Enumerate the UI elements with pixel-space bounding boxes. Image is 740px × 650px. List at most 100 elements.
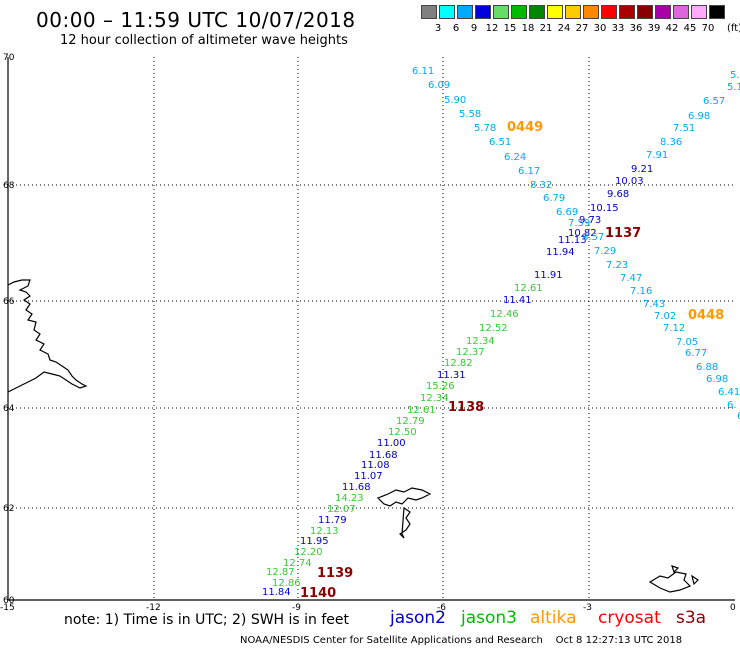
pass-time-label: 1139 — [317, 566, 353, 581]
swh-value: 11.08 — [361, 460, 390, 471]
swh-value: 12.61 — [514, 283, 543, 294]
scale-swatch — [457, 5, 473, 19]
scale-label: 12 — [485, 23, 499, 34]
graticule — [8, 57, 735, 600]
swh-value: 10.03 — [615, 176, 644, 187]
pass-time-label: 0448 — [688, 308, 724, 323]
scale-swatch — [673, 5, 689, 19]
pass-time-label: 1137 — [605, 226, 641, 241]
lon-label-minus15: -15 — [0, 603, 15, 613]
swh-value: 12.34 — [466, 336, 495, 347]
swh-value: 11.13 — [558, 235, 587, 246]
swh-value: 11.95 — [300, 536, 329, 547]
scale-label: 70 — [701, 23, 715, 34]
swh-value: 7.47 — [620, 273, 642, 284]
scale-swatch — [619, 5, 635, 19]
lat-label-66: 66 — [3, 297, 15, 307]
swh-value: 7.05 — [676, 337, 698, 348]
swh-value: 12.37 — [456, 347, 485, 358]
lat-label-62: 62 — [3, 504, 14, 514]
swh-value: 11.07 — [354, 471, 383, 482]
lat-label-64: 64 — [3, 404, 15, 414]
swh-value: 6.98 — [688, 111, 710, 122]
scale-swatch — [439, 5, 455, 19]
swh-value: 12.87 — [266, 567, 295, 578]
scale-label: 3 — [434, 23, 442, 34]
swh-value: 12.61 — [407, 405, 436, 416]
scale-label: 9 — [470, 23, 478, 34]
swh-value: 9.21 — [631, 164, 653, 175]
scale-swatch — [601, 5, 617, 19]
scale-swatch — [655, 5, 671, 19]
swh-value: 7.91 — [646, 150, 668, 161]
swh-value: 11.84 — [262, 587, 291, 598]
swh-value: 12.79 — [396, 416, 425, 427]
swh-value: 12.46 — [490, 309, 519, 320]
scale-label: 30 — [593, 23, 607, 34]
note-text: note: 1) Time is in UTC; 2) SWH is in fe… — [64, 612, 350, 628]
scale-label: 15 — [503, 23, 517, 34]
swh-value: 6.41 — [718, 387, 740, 398]
lat-label-60: 60 — [3, 596, 15, 606]
scale-label: 24 — [557, 23, 571, 34]
swh-value: 6.11 — [412, 66, 434, 77]
legend-jason2: jason2 — [390, 608, 446, 628]
legend-s3a: s3a — [676, 608, 707, 628]
swh-value: 8.36 — [660, 137, 682, 148]
swh-value: 14.23 — [335, 493, 364, 504]
swh-value: 5.13 — [727, 82, 740, 93]
scale-label: 6 — [452, 23, 460, 34]
lon-label-minus9: -9 — [292, 603, 301, 613]
swh-value: 10.15 — [590, 203, 619, 214]
scale-label: 18 — [521, 23, 535, 34]
swh-value: 12.82 — [444, 358, 473, 369]
lon-label-minus3: -3 — [583, 603, 592, 613]
swh-value: 9.68 — [607, 189, 629, 200]
scale-swatch — [637, 5, 653, 19]
swh-value: 7.59 — [568, 218, 590, 229]
swh-value: 11.31 — [437, 370, 466, 381]
swh-value: 12.34 — [420, 393, 449, 404]
swh-value: 11.91 — [534, 270, 563, 281]
swh-value: 11.00 — [377, 438, 406, 449]
swh-value: 8.32 — [530, 180, 552, 191]
legend-cryosat: cryosat — [598, 608, 661, 628]
pass-time-label: 0449 — [507, 120, 543, 135]
shetland-coastline — [648, 565, 699, 593]
swh-value: 6.77 — [685, 348, 707, 359]
map-title: 00:00 – 11:59 UTC 10/07/2018 — [36, 8, 356, 32]
faroe-islands-coastline — [376, 487, 432, 539]
swh-value: 12.74 — [283, 558, 312, 569]
swh-value: 7.16 — [630, 286, 652, 297]
scale-swatch — [475, 5, 491, 19]
footer-credit: NOAA/NESDIS Center for Satellite Applica… — [240, 635, 682, 646]
swh-value: 6.09 — [428, 80, 450, 91]
swh-value: 6.98 — [706, 374, 728, 385]
swh-value: 7.43 — [643, 299, 665, 310]
pass-time-label: 1140 — [300, 586, 336, 601]
map-subtitle: 12 hour collection of altimeter wave hei… — [60, 33, 348, 48]
scale-label: 36 — [629, 23, 643, 34]
swh-value: 7.12 — [663, 323, 685, 334]
swh-value: 9.73 — [579, 215, 601, 226]
legend-altika: altika — [530, 608, 577, 628]
scale-swatch — [493, 5, 509, 19]
scale-label: 42 — [665, 23, 679, 34]
swh-value: 12.13 — [310, 526, 339, 537]
lat-label-70: 70 — [3, 53, 15, 63]
lon-label-minus6: -6 — [437, 603, 446, 613]
scale-swatch — [511, 5, 527, 19]
swh-value: 11.79 — [318, 515, 347, 526]
scale-label: 39 — [647, 23, 661, 34]
swh-value: 12.52 — [479, 323, 508, 334]
credit-timestamp: Oct 8 12:27:13 UTC 2018 — [555, 635, 683, 646]
swh-value: 12.50 — [388, 427, 417, 438]
swh-value: 15.26 — [426, 381, 455, 392]
scale-swatch — [565, 5, 581, 19]
scale-label: 27 — [575, 23, 589, 34]
pass-time-label: 1138 — [448, 400, 484, 415]
swh-value: 8.57 — [582, 232, 604, 243]
swh-value: 5.90 — [444, 95, 466, 106]
swh-value: 6.51 — [489, 137, 511, 148]
swh-value: 11.41 — [503, 295, 532, 306]
